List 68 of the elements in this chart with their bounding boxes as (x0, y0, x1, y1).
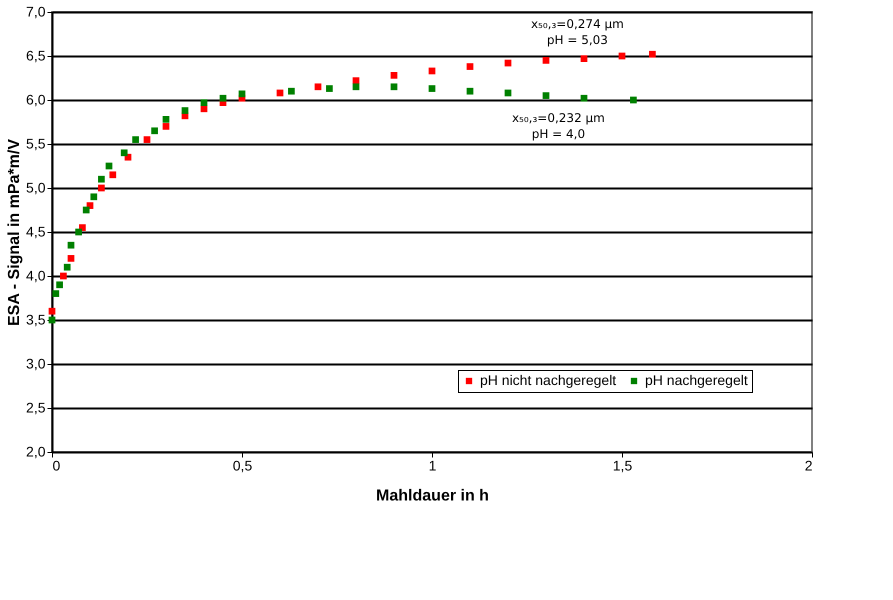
point (220, 94, 226, 102)
point (75, 228, 82, 236)
point (276, 90, 284, 96)
point (580, 55, 588, 62)
y-tick-label: 4,5 (26, 224, 46, 240)
y-tick-label: 5,0 (26, 180, 46, 196)
point (144, 136, 150, 143)
annotation: x₅₀,₃=0,274 µm pH = 5,03 (530, 17, 624, 48)
point (618, 52, 626, 60)
y-tick-label: 7,0 (26, 4, 46, 20)
point (82, 206, 90, 214)
point (428, 68, 436, 74)
point (120, 149, 128, 156)
point (106, 162, 112, 170)
point (542, 57, 550, 64)
point (109, 171, 116, 178)
point (466, 88, 474, 95)
point (352, 83, 360, 90)
point (68, 242, 74, 249)
x-axis-title: Mahldauer in h (376, 488, 489, 504)
point (98, 184, 105, 192)
x-tick-label: 1 (428, 458, 437, 474)
point (542, 92, 550, 99)
point (238, 90, 246, 98)
point (162, 116, 170, 123)
annotation: x₅₀,₃=0,232 µm pH = 4,0 (512, 111, 605, 141)
point (466, 63, 474, 70)
legend-label: pH nicht nachgeregelt (480, 372, 616, 388)
point (326, 85, 333, 92)
y-tick-label: 4,0 (26, 268, 46, 284)
point (504, 90, 512, 96)
point (630, 96, 637, 104)
point (68, 255, 74, 262)
point (200, 105, 208, 112)
y-tick-label: 2,5 (26, 400, 46, 416)
x-tick-label: 1,5 (612, 458, 632, 474)
point (428, 85, 436, 92)
y-axis-title: ESA - Signal in mPa*m/V (6, 138, 24, 326)
point (314, 83, 322, 90)
point (352, 77, 360, 84)
point (52, 290, 60, 297)
y-tick-label: 3,5 (26, 312, 46, 328)
point (48, 308, 56, 315)
point (132, 136, 139, 143)
point (98, 176, 105, 183)
x-tick-label: 0 (52, 458, 60, 474)
y-tick-label: 5,5 (26, 136, 46, 152)
point (390, 83, 398, 90)
point (90, 193, 98, 200)
point (56, 281, 63, 288)
point (64, 264, 71, 271)
point (649, 50, 656, 58)
point (200, 99, 208, 106)
point (60, 272, 67, 280)
y-tick-label: 2,0 (26, 444, 46, 460)
legend-label: pH nachgeregelt (645, 372, 748, 388)
x-tick-label: 0,5 (232, 458, 252, 474)
y-tick-label: 3,0 (26, 356, 46, 372)
x-tick-label: 2 (804, 458, 813, 474)
y-tick-label: 6,0 (26, 92, 46, 108)
point (182, 107, 188, 114)
point (390, 72, 398, 79)
point (288, 88, 295, 95)
point (162, 123, 170, 130)
point (580, 94, 588, 102)
point (504, 60, 512, 66)
y-tick-label: 6,5 (26, 48, 46, 64)
point (151, 127, 158, 134)
